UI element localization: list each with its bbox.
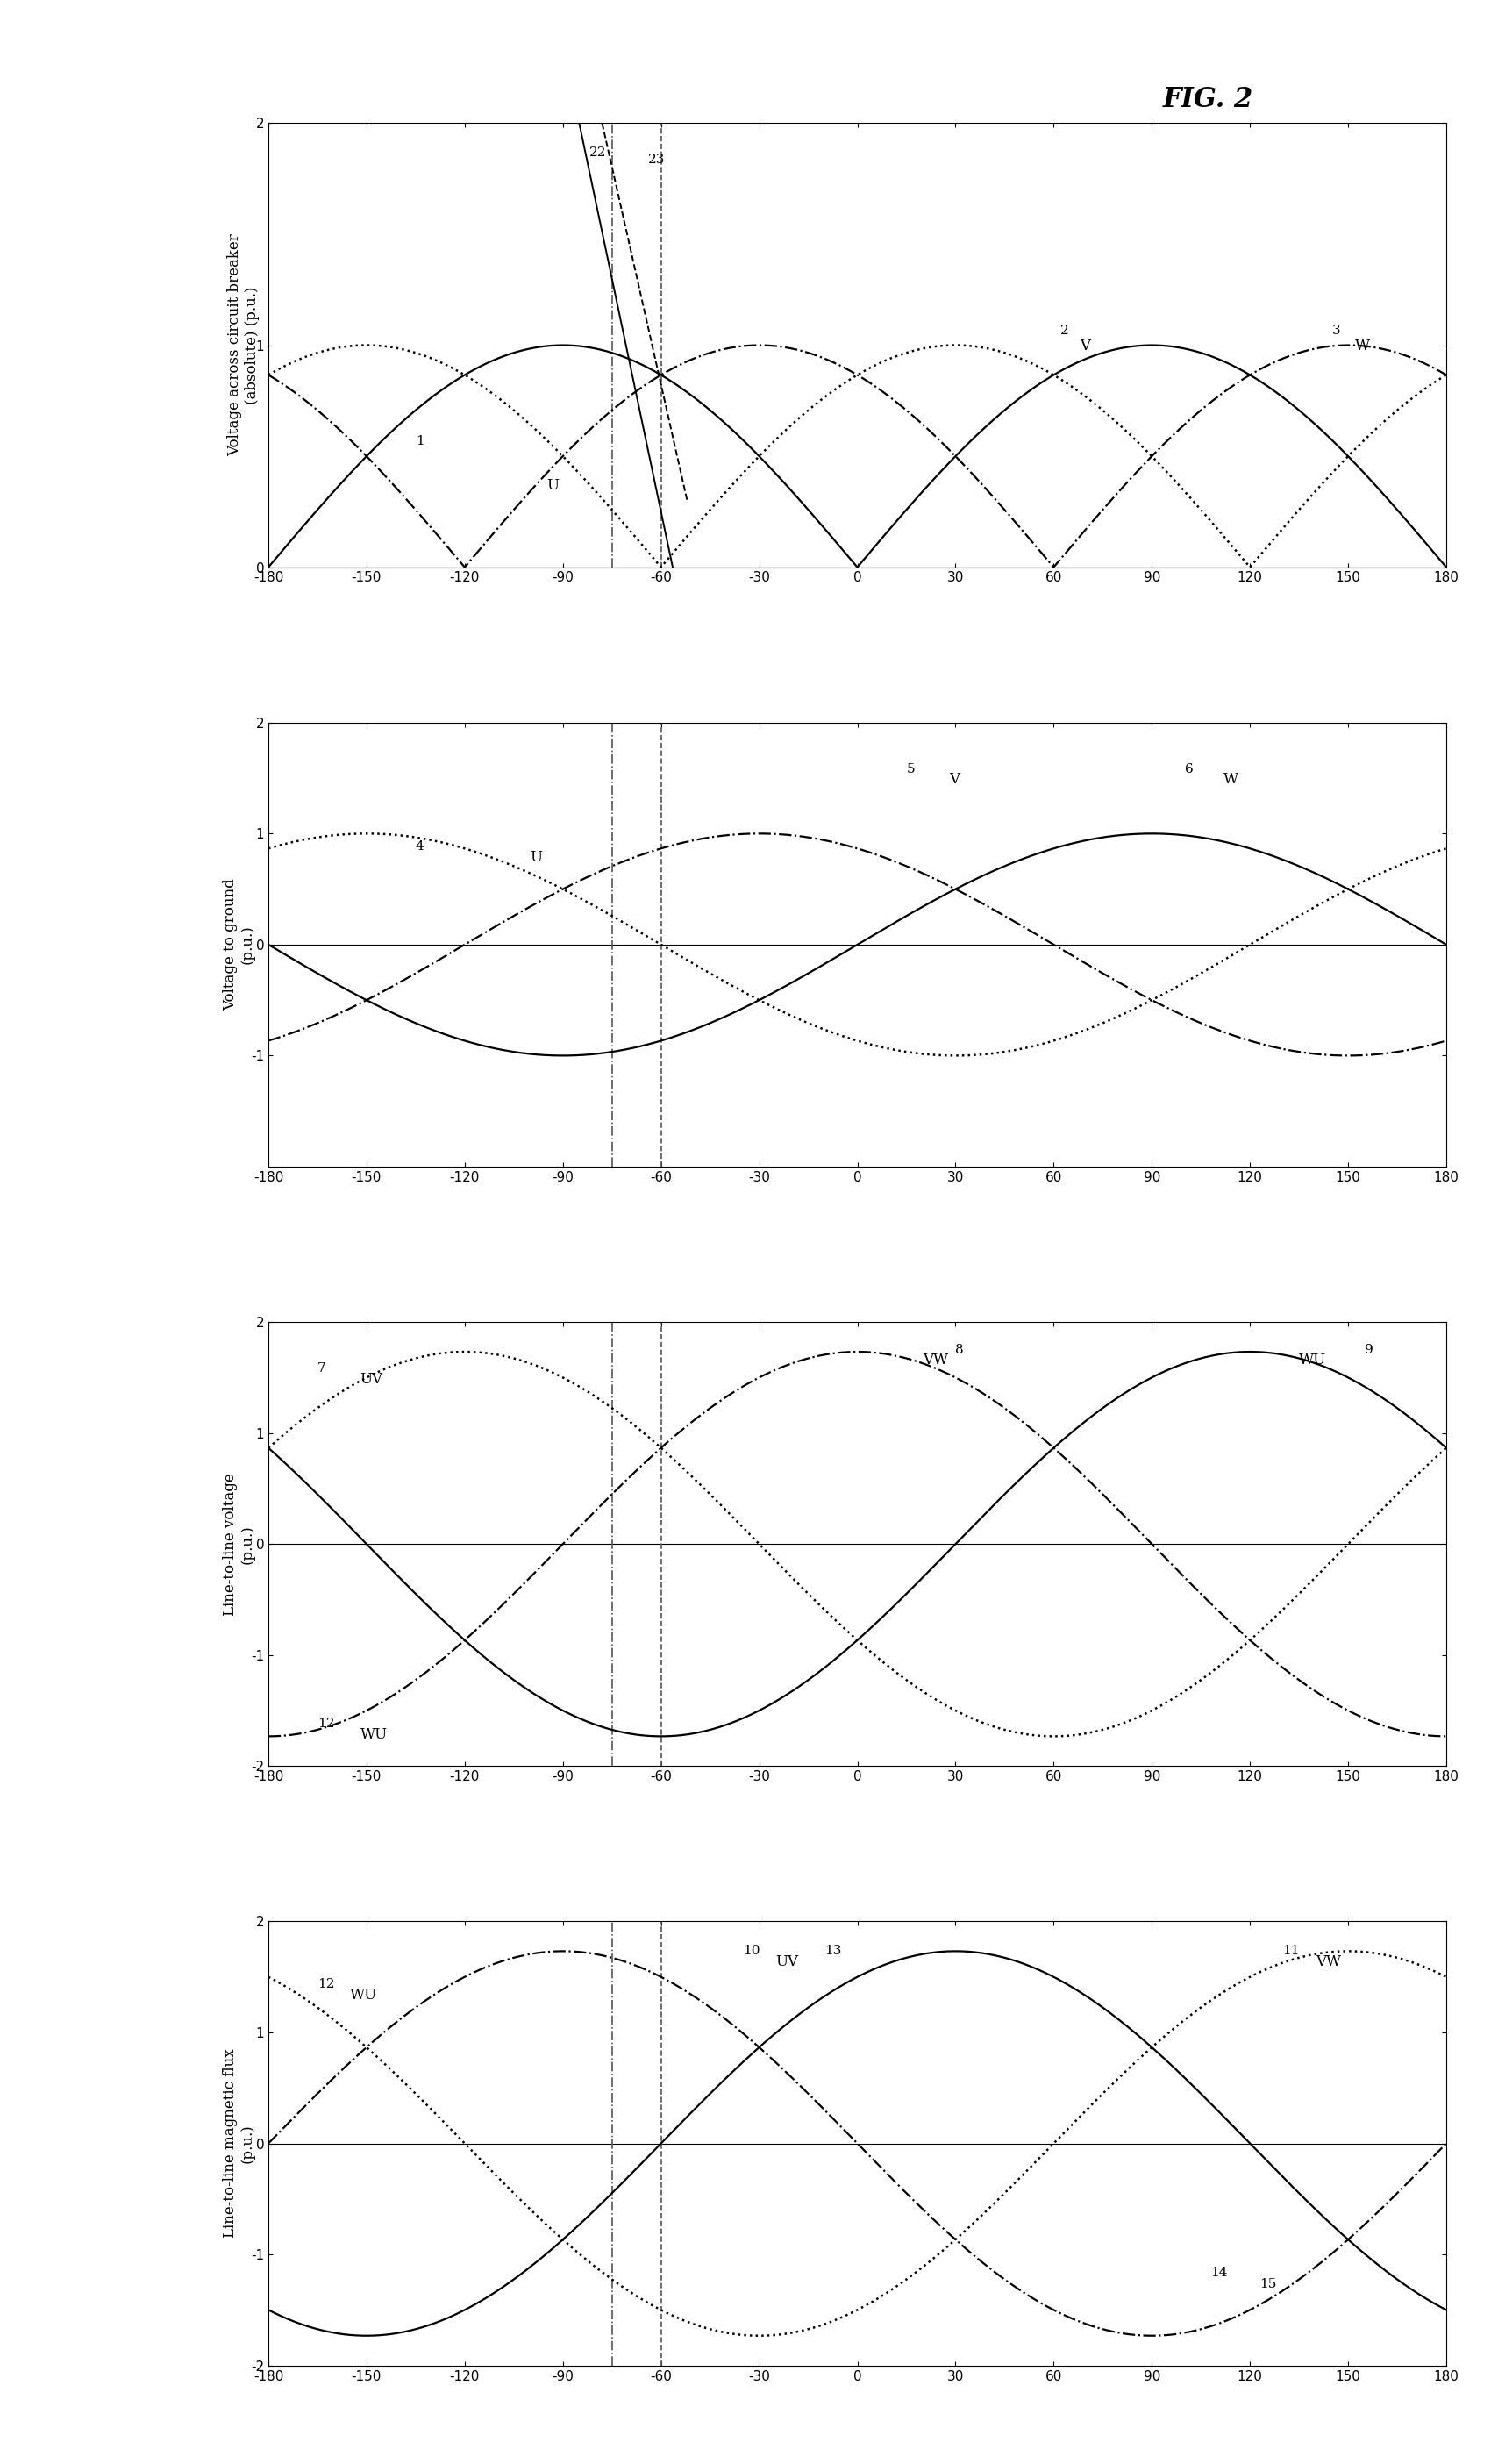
Text: UV: UV	[359, 1372, 383, 1387]
Text: VW: VW	[1315, 1954, 1340, 1969]
Text: 13: 13	[825, 1944, 841, 1956]
Text: 1: 1	[416, 436, 423, 448]
Text: V: V	[948, 771, 960, 786]
Y-axis label: Line-to-line voltage
(p.u.): Line-to-line voltage (p.u.)	[222, 1473, 255, 1616]
Text: 23: 23	[649, 153, 665, 165]
Text: WU: WU	[359, 1727, 388, 1742]
Text: WU: WU	[1299, 1353, 1327, 1368]
Text: WU: WU	[350, 1988, 377, 2003]
Text: U: U	[531, 850, 543, 865]
Text: 10: 10	[743, 1944, 760, 1956]
Text: 22: 22	[589, 148, 607, 160]
Text: 12: 12	[318, 1717, 334, 1730]
Text: 11: 11	[1282, 1944, 1300, 1956]
Text: V: V	[1079, 338, 1090, 352]
Text: 14: 14	[1211, 2267, 1227, 2279]
Text: 15: 15	[1260, 2279, 1276, 2292]
Text: W: W	[1224, 771, 1239, 786]
Text: 6: 6	[1184, 764, 1193, 776]
Text: 5: 5	[907, 764, 915, 776]
Y-axis label: Voltage across circuit breaker
(absolute) (p.u.): Voltage across circuit breaker (absolute…	[228, 234, 259, 456]
Text: 2: 2	[1060, 325, 1069, 338]
Y-axis label: Line-to-line magnetic flux
(p.u.): Line-to-line magnetic flux (p.u.)	[222, 2050, 255, 2237]
Text: 3: 3	[1331, 325, 1340, 338]
Text: UV: UV	[775, 1954, 798, 1969]
Text: U: U	[547, 478, 559, 493]
Text: VW: VW	[923, 1353, 948, 1368]
Text: 12: 12	[318, 1979, 334, 1991]
Text: W: W	[1355, 338, 1370, 352]
Text: FIG. 2: FIG. 2	[1163, 86, 1254, 113]
Text: 7: 7	[318, 1363, 327, 1375]
Y-axis label: Voltage to ground
(p.u.): Voltage to ground (p.u.)	[222, 880, 255, 1010]
Text: 9: 9	[1364, 1343, 1373, 1355]
Text: 8: 8	[956, 1343, 963, 1355]
Text: 4: 4	[416, 840, 423, 853]
